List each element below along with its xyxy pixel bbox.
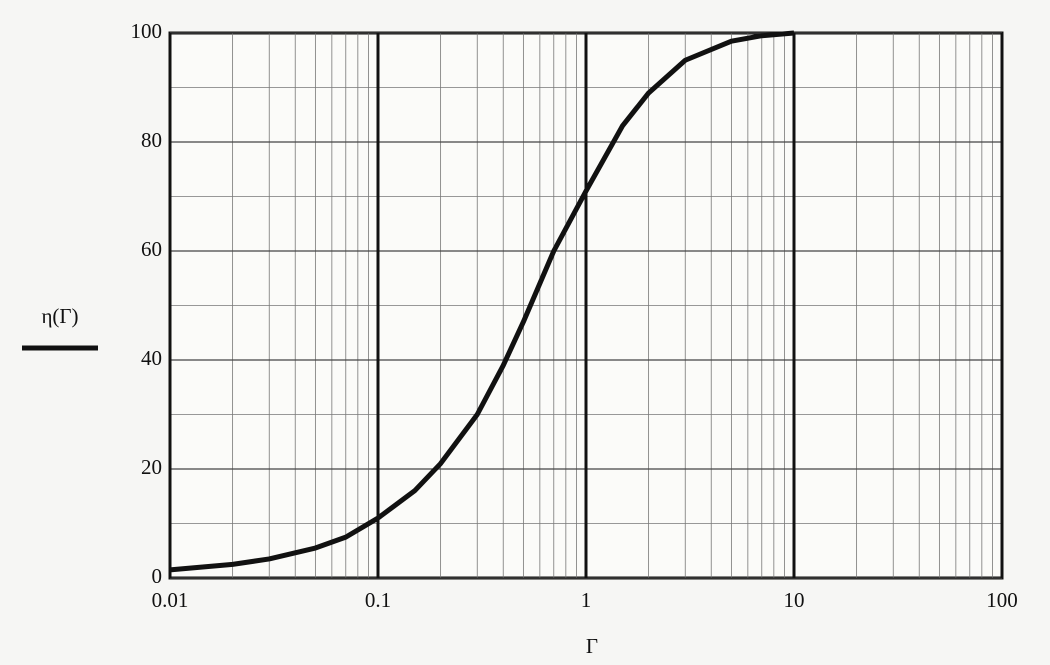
y-tick-label: 40 bbox=[141, 346, 162, 370]
legend-label: η(Γ) bbox=[41, 304, 78, 328]
y-tick-label: 80 bbox=[141, 128, 162, 152]
x-tick-label: 1 bbox=[581, 588, 592, 612]
y-tick-label: 20 bbox=[141, 455, 162, 479]
y-tick-label: 0 bbox=[152, 564, 163, 588]
data-line bbox=[169, 30, 795, 573]
x-tick-label: 0.01 bbox=[152, 588, 189, 612]
y-tick-label: 100 bbox=[131, 19, 163, 43]
x-tick-label: 0.1 bbox=[365, 588, 391, 612]
y-tick-label: 60 bbox=[141, 237, 162, 261]
x-axis-label: Γ bbox=[586, 634, 598, 658]
x-tick-label: 10 bbox=[784, 588, 805, 612]
x-tick-label: 100 bbox=[986, 588, 1018, 612]
